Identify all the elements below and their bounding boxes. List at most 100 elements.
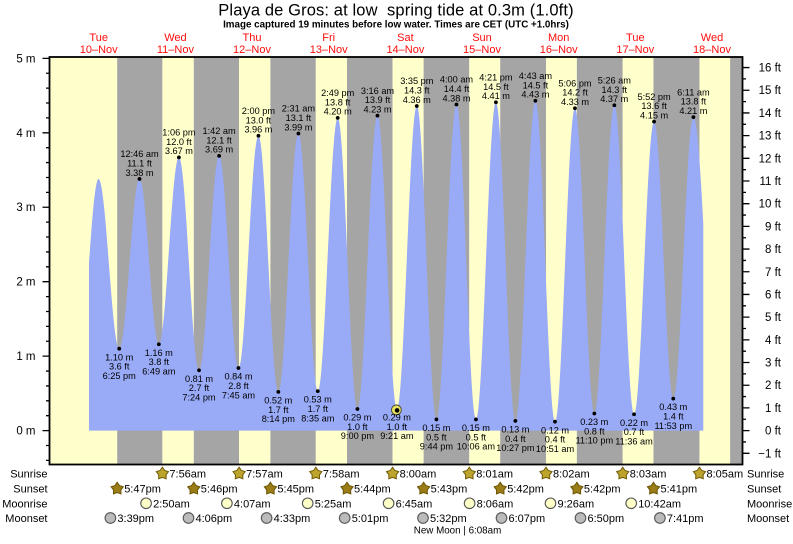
svg-text:4.37 m: 4.37 m (600, 94, 628, 104)
svg-text:10:42am: 10:42am (638, 498, 681, 510)
svg-text:0.12 m: 0.12 m (541, 425, 569, 435)
svg-text:4 m: 4 m (16, 128, 35, 140)
svg-text:4:06pm: 4:06pm (196, 513, 233, 525)
svg-text:13.1 ft: 13.1 ft (286, 113, 312, 123)
svg-text:Wed: Wed (164, 32, 186, 44)
svg-text:0 m: 0 m (16, 426, 35, 438)
svg-text:8 ft: 8 ft (765, 244, 782, 256)
svg-text:0.52 m: 0.52 m (264, 396, 292, 406)
svg-text:13.8 ft: 13.8 ft (325, 97, 351, 107)
svg-text:8:01am: 8:01am (476, 469, 513, 481)
svg-text:3.96 m: 3.96 m (244, 125, 272, 135)
svg-text:9 ft: 9 ft (765, 221, 782, 233)
svg-text:1.16 m: 1.16 m (145, 348, 173, 358)
svg-text:5:44pm: 5:44pm (354, 484, 391, 496)
svg-text:12:46 am: 12:46 am (120, 149, 159, 159)
svg-text:0.13 m: 0.13 m (501, 425, 529, 435)
svg-text:0.22 m: 0.22 m (620, 418, 648, 428)
svg-text:Sunset: Sunset (13, 484, 47, 496)
svg-text:Tue: Tue (626, 32, 645, 44)
svg-text:14.2 ft: 14.2 ft (562, 88, 588, 98)
svg-text:8:02am: 8:02am (553, 469, 590, 481)
svg-text:Tue: Tue (89, 32, 108, 44)
svg-text:5:45pm: 5:45pm (277, 484, 314, 496)
svg-text:0.23 m: 0.23 m (580, 417, 608, 427)
svg-text:14–Nov: 14–Nov (386, 44, 424, 56)
svg-text:Sat: Sat (397, 32, 414, 44)
svg-text:5:25am: 5:25am (315, 498, 352, 510)
svg-text:5:46pm: 5:46pm (201, 484, 238, 496)
svg-text:4:43 am: 4:43 am (519, 71, 553, 81)
svg-text:7:56am: 7:56am (169, 469, 206, 481)
svg-text:1.0 ft: 1.0 ft (347, 422, 368, 432)
svg-text:3.69 m: 3.69 m (205, 145, 233, 155)
svg-text:11 ft: 11 ft (759, 176, 781, 188)
svg-text:5:52 pm: 5:52 pm (637, 92, 671, 102)
svg-text:7:45 am: 7:45 am (222, 390, 256, 400)
svg-text:2 ft: 2 ft (765, 380, 782, 392)
svg-text:6:45am: 6:45am (396, 498, 433, 510)
svg-text:0.29 m: 0.29 m (343, 413, 371, 423)
svg-text:3.38 m: 3.38 m (125, 168, 153, 178)
svg-text:7:24 pm: 7:24 pm (182, 393, 216, 403)
svg-text:10–Nov: 10–Nov (80, 44, 118, 56)
svg-text:Sun: Sun (472, 32, 492, 44)
svg-text:1.7 ft: 1.7 ft (268, 405, 289, 415)
svg-text:4.15 m: 4.15 m (640, 110, 668, 120)
svg-text:4:33pm: 4:33pm (274, 513, 311, 525)
svg-text:13.0 ft: 13.0 ft (246, 115, 272, 125)
svg-text:4.20 m: 4.20 m (324, 107, 352, 117)
svg-text:14.3 ft: 14.3 ft (404, 86, 430, 96)
svg-text:9:21 am: 9:21 am (380, 431, 414, 441)
svg-text:6:49 am: 6:49 am (142, 366, 176, 376)
svg-text:4.38 m: 4.38 m (442, 93, 470, 103)
svg-text:2:50am: 2:50am (153, 498, 190, 510)
svg-text:4.23 m: 4.23 m (363, 105, 391, 115)
svg-text:13.9 ft: 13.9 ft (365, 95, 391, 105)
svg-text:3:16 am: 3:16 am (361, 86, 395, 96)
svg-text:0.84 m: 0.84 m (224, 372, 252, 382)
svg-text:9:44 pm: 9:44 pm (420, 442, 454, 452)
svg-text:0.15 m: 0.15 m (462, 423, 490, 433)
svg-text:4.36 m: 4.36 m (403, 95, 431, 105)
svg-text:12.1 ft: 12.1 ft (206, 135, 232, 145)
svg-text:5:42pm: 5:42pm (507, 484, 544, 496)
svg-text:5:26 am: 5:26 am (598, 76, 632, 86)
svg-text:13.6 ft: 13.6 ft (641, 101, 667, 111)
svg-text:3.67 m: 3.67 m (165, 146, 193, 156)
svg-text:0.8 ft: 0.8 ft (584, 426, 605, 436)
svg-text:1.0 ft: 1.0 ft (387, 422, 408, 432)
svg-text:6:25 pm: 6:25 pm (103, 371, 137, 381)
svg-text:1 m: 1 m (16, 351, 35, 363)
svg-text:0.4 ft: 0.4 ft (545, 435, 566, 445)
svg-text:7:58am: 7:58am (323, 469, 360, 481)
svg-text:3 ft: 3 ft (765, 358, 782, 370)
svg-text:Moonrise: Moonrise (747, 498, 792, 510)
svg-text:4 ft: 4 ft (765, 335, 782, 347)
svg-text:5:41pm: 5:41pm (661, 484, 698, 496)
svg-text:2.7 ft: 2.7 ft (189, 383, 210, 393)
svg-text:0.7 ft: 0.7 ft (624, 427, 645, 437)
svg-text:−1 ft: −1 ft (758, 448, 782, 460)
svg-text:9:00 pm: 9:00 pm (341, 431, 375, 441)
svg-text:12.0 ft: 12.0 ft (166, 137, 192, 147)
svg-text:10:27 pm: 10:27 pm (496, 443, 535, 453)
svg-text:Playa de Gros: at low spring: Playa de Gros: at low spring tide at 0.3… (218, 2, 573, 20)
svg-text:0.4 ft: 0.4 ft (505, 434, 526, 444)
svg-text:8:00am: 8:00am (400, 469, 437, 481)
svg-text:2:31 am: 2:31 am (282, 104, 316, 114)
svg-text:0.43 m: 0.43 m (659, 402, 687, 412)
svg-text:10:06 am: 10:06 am (457, 442, 496, 452)
svg-text:4.43 m: 4.43 m (521, 90, 549, 100)
svg-text:11:53 pm: 11:53 pm (654, 421, 692, 431)
svg-text:Moonset: Moonset (5, 513, 47, 525)
svg-text:1.4 ft: 1.4 ft (663, 412, 684, 422)
svg-text:5:42pm: 5:42pm (584, 484, 621, 496)
svg-text:14 ft: 14 ft (759, 108, 782, 120)
svg-text:0.15 m: 0.15 m (422, 423, 450, 433)
svg-text:7:57am: 7:57am (246, 469, 283, 481)
svg-text:11:10 pm: 11:10 pm (575, 436, 613, 446)
svg-text:8:03am: 8:03am (630, 469, 667, 481)
svg-text:Sunrise: Sunrise (10, 469, 47, 481)
svg-text:Moonset: Moonset (747, 513, 789, 525)
